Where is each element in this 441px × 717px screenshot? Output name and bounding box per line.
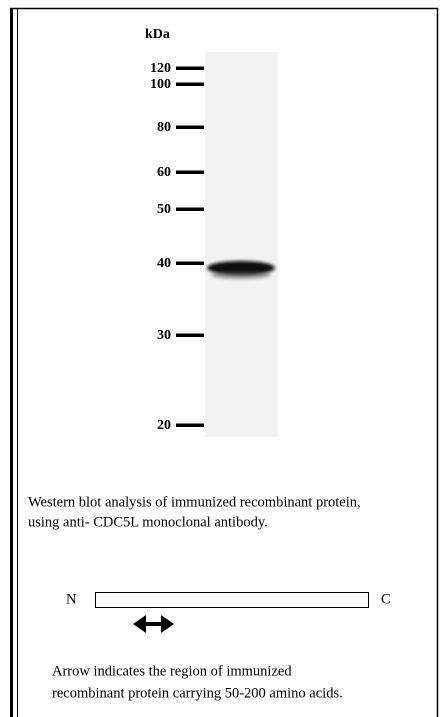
marker-label: 100 — [150, 77, 171, 92]
marker-label: 80 — [157, 120, 171, 135]
marker-tick — [176, 334, 204, 338]
marker-label: 30 — [157, 328, 171, 343]
marker-tick — [176, 67, 204, 71]
marker-label: 60 — [157, 165, 171, 180]
marker-tick — [176, 171, 204, 175]
marker-label: 120 — [150, 61, 171, 76]
unit-label: kDa — [145, 27, 170, 42]
c-terminus-label: C — [381, 591, 391, 607]
blot-band-shadow — [211, 271, 271, 279]
note-line: recombinant protein carrying 50-200 amin… — [52, 685, 343, 701]
marker-label: 20 — [157, 418, 171, 433]
marker-tick — [176, 126, 204, 130]
blot-lane — [205, 52, 278, 437]
protein-bar — [96, 593, 369, 608]
figure: kDa 120100 80 60 50 40 30 20 Western blot anal… — [0, 0, 441, 717]
n-terminus-label: N — [66, 591, 77, 607]
frame-left — [10, 8, 13, 717]
marker-label: 50 — [157, 202, 171, 217]
marker-tick — [176, 262, 204, 266]
marker-tick — [176, 83, 204, 87]
note-line: Arrow indicates the region of immunized — [52, 663, 292, 679]
marker-tick — [176, 424, 204, 428]
marker-tick — [176, 208, 204, 212]
caption-line: Western blot analysis of immunized recom… — [28, 494, 361, 510]
caption-line: using anti- CDC5L monoclonal antibody. — [28, 514, 268, 530]
marker-label: 40 — [157, 256, 171, 271]
